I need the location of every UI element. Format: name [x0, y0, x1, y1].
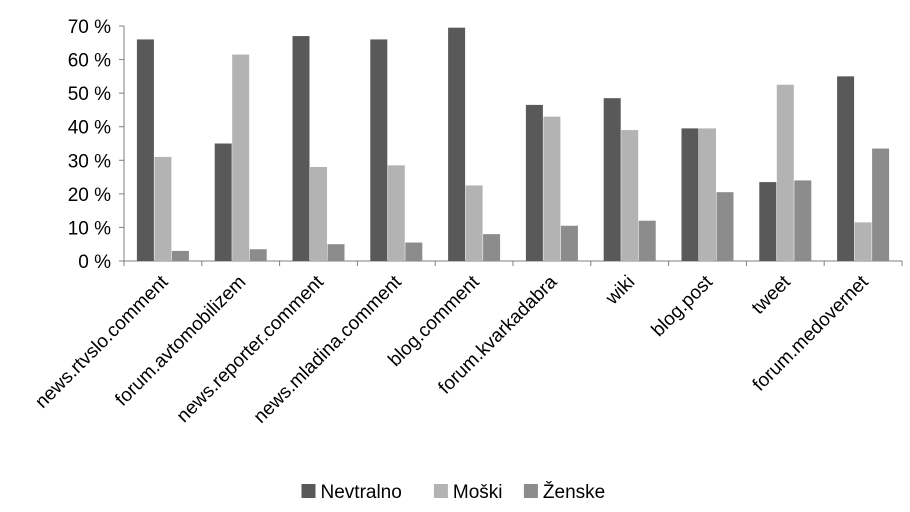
- bar-mo-ki-blog-post: [699, 128, 716, 261]
- bar--enske-wiki: [638, 220, 656, 261]
- bar-nevtralno-news-mladina-comment: [370, 39, 388, 261]
- bars: [136, 27, 890, 262]
- category-label: blog.post: [648, 271, 718, 341]
- bar-nevtralno-forum-medovernet: [837, 76, 855, 261]
- bar-nevtralno-news-rtvslo-comment: [136, 39, 154, 261]
- bar--enske-forum-kvarkadabra: [560, 225, 578, 261]
- y-tick-label: 60 %: [68, 51, 111, 72]
- bar-mo-ki-forum-avtomobilizem: [232, 54, 250, 262]
- y-tick-label: 0 %: [78, 252, 111, 273]
- bar-nevtralno-wiki: [603, 98, 621, 261]
- y-tick-label: 30 %: [68, 151, 111, 172]
- category-labels: news.rtvslo.commentforum.avtomobilizemne…: [31, 271, 873, 427]
- bar--enske-news-rtvslo-comment: [171, 250, 189, 261]
- bar--enske-news-reporter-comment: [327, 244, 345, 261]
- x-axis: [123, 260, 903, 266]
- y-tick-label: 20 %: [68, 185, 111, 206]
- legend-label: Ženske: [543, 481, 605, 503]
- y-tick-label: 10 %: [68, 218, 111, 239]
- category-label: news.mladina.comment: [250, 271, 406, 427]
- bar-nevtralno-tweet: [759, 182, 777, 261]
- category-label: forum.avtomobilizem: [111, 272, 250, 411]
- bar-mo-ki-wiki: [621, 130, 639, 261]
- bar-nevtralno-blog-post: [681, 128, 699, 261]
- category-label: news.reporter.comment: [173, 271, 329, 427]
- bar-mo-ki-tweet: [776, 84, 794, 261]
- y-tick-label: 40 %: [68, 118, 111, 139]
- y-tick-label: 50 %: [68, 84, 111, 105]
- category-label: news.rtvslo.comment: [31, 271, 173, 413]
- category-label: tweet: [748, 271, 795, 318]
- legend-label: Nevtralno: [321, 482, 402, 503]
- bar-mo-ki-news-reporter-comment: [310, 167, 327, 261]
- bar-mo-ki-forum-medovernet: [854, 222, 872, 261]
- category-label: wiki: [601, 272, 639, 310]
- bar--enske-forum-medovernet: [872, 148, 890, 261]
- bar-nevtralno-forum-kvarkadabra: [525, 104, 543, 262]
- bar-mo-ki-news-mladina-comment: [387, 165, 405, 261]
- bar-mo-ki-blog-comment: [465, 185, 483, 261]
- bar--enske-forum-avtomobilizem: [249, 249, 267, 261]
- legend-swatch: [523, 484, 538, 498]
- bar--enske-tweet: [794, 180, 812, 261]
- bar-mo-ki-news-rtvslo-comment: [154, 156, 172, 261]
- bar--enske-blog-comment: [483, 234, 501, 261]
- bar-mo-ki-forum-kvarkadabra: [543, 116, 561, 262]
- legend-label: Moški: [453, 482, 503, 503]
- bar-nevtralno-blog-comment: [448, 27, 466, 261]
- bar-nevtralno-forum-avtomobilizem: [214, 143, 232, 261]
- y-axis: 0 % 10 % 20 % 30 % 40 % 50 % 60 % 70 %: [68, 17, 125, 273]
- legend-swatch: [301, 484, 316, 498]
- bar-nevtralno-news-reporter-comment: [292, 36, 310, 262]
- bar--enske-news-mladina-comment: [405, 242, 423, 261]
- legend-swatch: [433, 484, 448, 498]
- legend: Nevtralno Moški Ženske: [301, 481, 605, 503]
- y-tick-label: 70 %: [68, 17, 111, 38]
- bar--enske-blog-post: [716, 192, 734, 261]
